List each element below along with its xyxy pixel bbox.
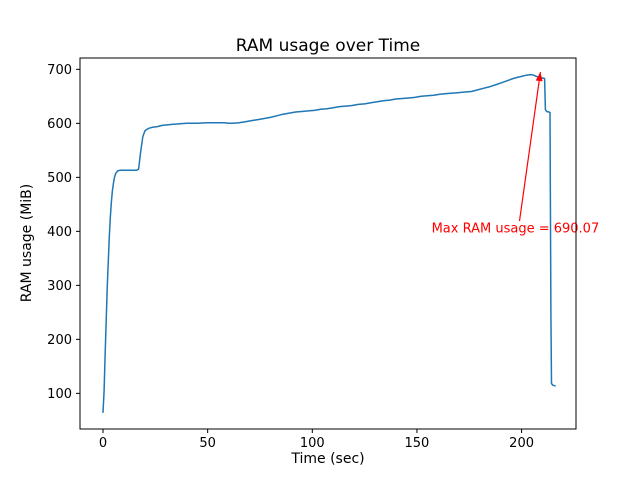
svg-text:200: 200 — [509, 436, 534, 451]
chart-title: RAM usage over Time — [235, 36, 421, 56]
svg-text:200: 200 — [47, 333, 72, 348]
svg-text:100: 100 — [47, 387, 72, 402]
svg-text:700: 700 — [47, 63, 72, 78]
svg-text:300: 300 — [47, 279, 72, 294]
svg-text:600: 600 — [47, 117, 72, 132]
svg-text:50: 50 — [199, 436, 216, 451]
svg-text:150: 150 — [405, 436, 430, 451]
svg-text:500: 500 — [47, 171, 72, 186]
max-ram-annotation-text: Max RAM usage = 690.07 — [432, 221, 600, 236]
svg-text:0: 0 — [99, 436, 107, 451]
x-axis-label: Time (sec) — [291, 451, 365, 467]
svg-text:400: 400 — [47, 225, 72, 240]
svg-text:100: 100 — [300, 436, 325, 451]
y-axis-label: RAM usage (MiB) — [19, 183, 35, 303]
